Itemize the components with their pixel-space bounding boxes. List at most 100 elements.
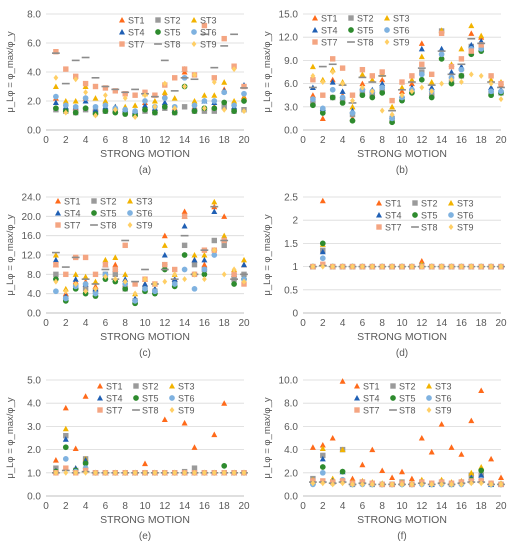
y-tick-label: 0.0 <box>27 492 41 503</box>
series-st8 <box>309 481 505 486</box>
data-point <box>211 92 218 98</box>
x-tick-label: 2 <box>320 501 326 512</box>
data-point <box>369 263 375 270</box>
legend-marker <box>97 407 103 413</box>
x-tick-label: 8 <box>379 318 385 329</box>
y-tick-label: 6.0 <box>284 79 298 90</box>
x-tick-label: 10 <box>396 318 408 329</box>
x-tick-label: 20 <box>495 135 507 146</box>
data-point <box>132 108 138 114</box>
data-point <box>379 84 386 91</box>
data-point <box>202 469 207 476</box>
x-tick-label: 8 <box>379 501 385 512</box>
data-point <box>172 266 178 273</box>
data-point <box>339 378 346 384</box>
data-point <box>83 288 88 295</box>
data-point <box>221 35 227 42</box>
data-point <box>92 95 99 101</box>
data-point <box>468 480 474 487</box>
x-tick-label: 14 <box>436 501 448 512</box>
legend-label: ST6 <box>457 211 474 221</box>
x-tick-label: 12 <box>416 501 428 512</box>
legend-marker <box>191 17 197 23</box>
legend-label: ST4 <box>106 394 123 404</box>
legend-label: ST7 <box>128 40 145 50</box>
data-point <box>468 41 475 48</box>
data-point <box>389 263 395 270</box>
data-point <box>399 84 405 91</box>
data-point <box>418 40 425 46</box>
x-tick-label: 12 <box>416 135 428 146</box>
legend-marker <box>169 407 175 413</box>
y-tick-label: 6.0 <box>284 422 298 433</box>
legend-marker <box>448 212 454 218</box>
x-tick-label: 16 <box>456 501 468 512</box>
series-st2 <box>310 446 504 488</box>
x-tick-label: 10 <box>139 318 151 329</box>
x-tick-label: 20 <box>495 501 507 512</box>
data-point <box>171 281 178 287</box>
data-point <box>498 96 504 103</box>
data-point <box>142 469 148 476</box>
legend-label: ST5 <box>421 211 438 221</box>
x-tick-label: 6 <box>103 501 109 512</box>
legend-marker <box>412 200 418 206</box>
data-point <box>63 271 69 278</box>
x-tick-label: 14 <box>179 501 191 512</box>
legend-marker <box>354 407 360 413</box>
chart-panel: 0.0 4.0 8.0 12.0 16.0 20.0 24.0 0 2 4 6 8 10 12 14 16 18… <box>5 193 250 360</box>
legend-label: ST1 <box>106 382 123 392</box>
data-point <box>211 198 218 205</box>
data-point <box>478 72 484 79</box>
data-point <box>458 56 465 62</box>
x-tick-label: 16 <box>456 135 468 146</box>
chart-panel: 0 0.5 1 1.5 2 2.5 0 2 4 6 8 10 12 14 16 18 20 STRONG MOTI… <box>262 193 507 360</box>
data-point <box>409 263 415 270</box>
legend-label: ST3 <box>457 199 474 209</box>
data-point <box>241 90 247 97</box>
series-st7 <box>310 261 504 270</box>
data-point <box>181 213 188 220</box>
data-point <box>418 53 425 60</box>
data-point <box>191 102 198 109</box>
legend-label: ST1 <box>321 14 338 24</box>
data-point <box>241 98 247 104</box>
y-tick-label: 2.0 <box>27 445 41 456</box>
x-tick-label: 10 <box>396 135 408 146</box>
data-point <box>399 79 405 85</box>
series-st9 <box>53 66 247 120</box>
legend-label: ST9 <box>435 406 452 416</box>
data-point <box>72 103 79 110</box>
data-point <box>161 242 168 248</box>
data-point <box>241 256 247 263</box>
legend-marker <box>127 198 133 204</box>
x-tick-label: 6 <box>360 318 366 329</box>
data-point <box>161 103 168 110</box>
data-point <box>172 75 178 81</box>
data-point <box>72 98 79 104</box>
x-tick-label: 18 <box>219 501 231 512</box>
data-point <box>221 400 228 406</box>
data-point <box>339 468 346 475</box>
data-point <box>221 99 228 106</box>
legend-marker <box>376 200 382 206</box>
data-point <box>122 278 128 285</box>
data-point <box>192 469 197 476</box>
series-st5 <box>310 240 504 270</box>
x-tick-label: 2 <box>320 135 326 146</box>
legend-label: ST9 <box>457 223 474 233</box>
data-point <box>310 72 316 79</box>
data-point <box>72 276 79 282</box>
data-point <box>468 263 474 270</box>
data-point <box>211 469 217 476</box>
x-tick-label: 18 <box>219 318 231 329</box>
legend-marker <box>384 39 390 45</box>
legend-marker <box>127 210 133 216</box>
legend-label: ST4 <box>64 209 81 219</box>
x-tick-label: 12 <box>416 318 428 329</box>
y-tick-label: 8.0 <box>284 399 298 410</box>
y-tick-label: 0.0 <box>27 126 41 137</box>
data-point <box>459 481 464 488</box>
data-point <box>478 32 485 39</box>
data-point <box>142 92 148 99</box>
